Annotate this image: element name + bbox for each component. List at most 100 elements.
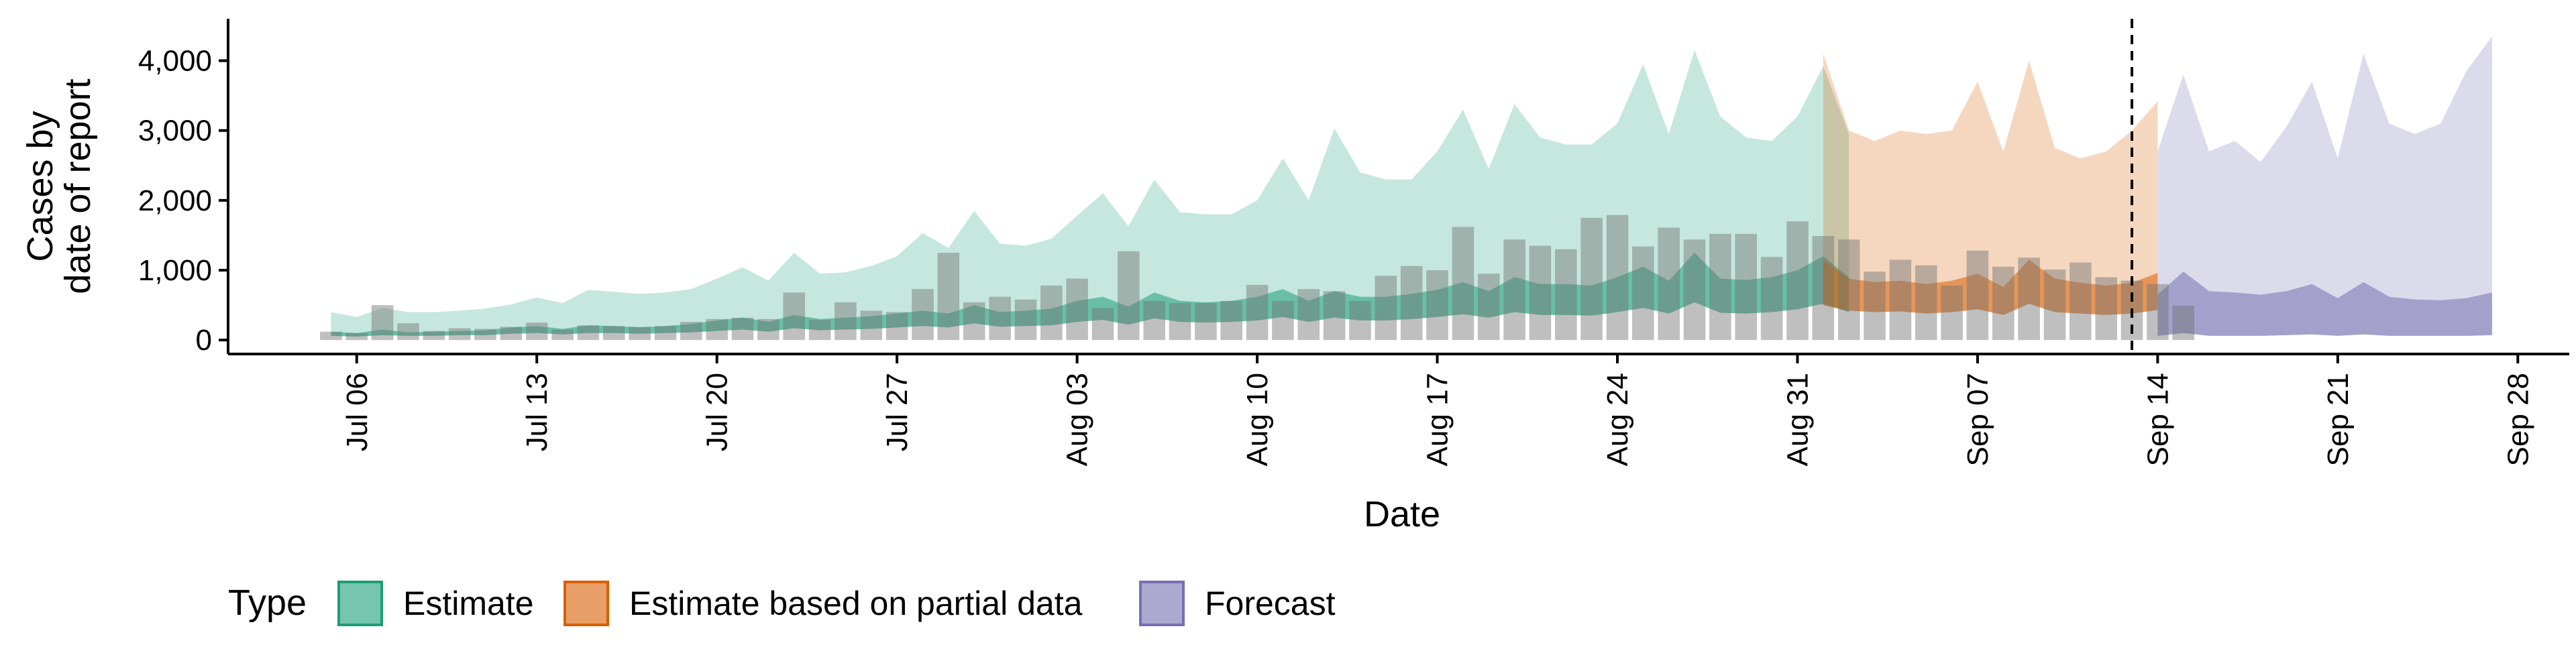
reported-case-bar [2172,306,2194,341]
reported-case-bar [1658,227,1680,341]
reported-case-bar [320,331,342,341]
reported-case-bar [1580,217,1603,341]
y-tick-label: 0 [196,324,212,357]
x-tick-label: Jul 20 [701,373,734,451]
reported-case-bar [2070,262,2092,341]
reported-case-bar [577,325,600,341]
x-tick-label: Aug 03 [1061,373,1094,466]
reported-case-bar [1837,239,1860,341]
reported-case-bar [2095,277,2117,341]
reported-case-bar [1915,265,1937,341]
x-tick-label: Jul 06 [341,373,374,451]
y-tick-label: 2,000 [138,184,212,217]
x-axis-title: Date [1364,494,1440,534]
reported-case-bar [1889,259,1912,341]
reported-case-bar [731,317,754,341]
reported-case-bar [2018,257,2040,341]
legend-label: Estimate [403,585,534,622]
reported-case-bar [680,322,702,341]
reported-case-bar [1400,266,1423,341]
reported-case-bar [1529,245,1552,341]
reported-case-bar [448,328,471,341]
reported-case-bar [525,322,548,341]
estimate-inner-band [331,253,1849,337]
reported-case-bar [345,333,368,341]
reported-case-bar [1323,291,1346,341]
reported-case-bar [1014,299,1037,341]
reported-case-bar [1555,249,1577,341]
estimate-bands [331,36,2492,337]
reported-case-bar [1195,303,1217,341]
legend-label: Forecast [1205,585,1336,622]
reported-case-bar [2043,270,2066,341]
reported-case-bar [654,326,677,341]
reported-case-bar [1066,278,1088,341]
y-axis-title-line: Cases by [20,111,60,261]
reported-case-bars [320,215,2194,341]
y-axis-title-line: date of report [58,78,98,294]
legend-title: Type [228,583,307,623]
reported-case-bar [808,320,831,341]
reported-case-bar [1040,285,1063,341]
reported-case-bar [2147,284,2169,341]
reported-case-bar [963,302,985,341]
reported-case-bar [1941,285,1963,341]
reported-case-bar [912,289,934,341]
reported-case-bar [629,327,651,341]
reported-case-bar [1118,251,1140,341]
reported-case-bar [1864,272,1886,341]
reported-case-bar [1143,300,1165,341]
axes: 0 1,000 2,000 3,000 4,000 Jul 06 Jul 13 Jul 20 J… [138,19,2569,466]
reported-case-bar [1683,239,1706,341]
reported-case-bar [1452,227,1474,341]
reported-case-bar [835,302,857,341]
legend-key-estimate [337,581,383,626]
reported-case-bar [1297,289,1320,341]
forecast-outer-band [2157,36,2492,336]
y-tick-label: 3,000 [138,115,212,148]
estimate-outer-band [331,50,1849,337]
reported-case-bar [860,310,883,341]
reported-case-bar [1786,221,1809,341]
reported-case-bar [1272,300,1294,341]
x-tick-label: Aug 31 [1782,373,1815,466]
reported-case-bar [423,331,445,341]
legend-label: Estimate based on partial data [629,585,1083,622]
estimate-based-on-partial-data-outer-band [1823,54,2158,315]
x-tick-label: Jul 13 [521,373,553,451]
reported-case-bar [706,318,728,341]
legend: Type Estimate Estimate based on partial da… [228,581,1336,626]
reported-case-bar [551,329,574,341]
reported-case-bar [1349,300,1371,341]
reported-case-bar [1503,239,1525,341]
reported-case-bar [1426,270,1448,341]
reported-case-bar [885,312,908,341]
reported-case-bar [1812,236,1835,341]
reported-case-bar [1606,215,1629,341]
y-tick-label: 4,000 [138,45,212,78]
reported-case-bar [989,296,1011,341]
reported-case-bar [1632,246,1654,341]
reported-case-bar [1220,300,1242,341]
reported-case-bar [1169,303,1191,341]
reported-case-bar [500,327,523,341]
y-tick-label: 1,000 [138,254,212,287]
reported-case-bar [397,323,419,341]
reported-case-bar [1709,233,1731,341]
reported-case-bar [783,292,805,341]
legend-key-forecast [1139,581,1185,626]
reported-case-bar [1992,266,2015,341]
reported-case-bar [1735,233,1757,341]
x-tick-label: Sep 14 [2141,373,2174,466]
reported-case-bar [1760,257,1783,341]
reported-case-bar [1477,274,1500,341]
reported-case-bar [1091,308,1114,341]
reported-case-bar [1246,284,1269,341]
reported-case-bar [1966,250,1989,341]
x-tick-label: Sep 07 [1962,373,1994,466]
reported-case-bar [1375,276,1397,341]
x-tick-label: Aug 17 [1421,373,1454,466]
